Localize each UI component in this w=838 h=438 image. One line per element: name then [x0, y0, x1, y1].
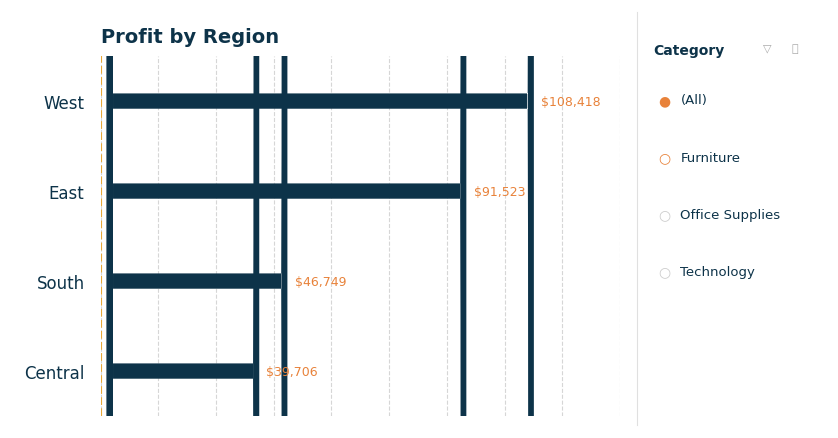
Text: $91,523: $91,523	[473, 185, 525, 198]
Text: Technology: Technology	[680, 265, 755, 278]
Text: Furniture: Furniture	[680, 151, 741, 164]
FancyBboxPatch shape	[106, 0, 534, 438]
Text: ○: ○	[658, 151, 670, 165]
Text: $46,749: $46,749	[295, 275, 346, 288]
Text: ○: ○	[658, 208, 670, 222]
FancyBboxPatch shape	[106, 0, 466, 438]
Text: $108,418: $108,418	[541, 95, 601, 108]
Text: ●: ●	[658, 94, 670, 108]
Text: Category: Category	[654, 44, 725, 58]
Text: $39,706: $39,706	[266, 365, 318, 378]
Text: ○: ○	[658, 265, 670, 279]
Text: (All): (All)	[680, 94, 707, 107]
Text: ▽: ▽	[763, 44, 771, 54]
Text: Profit by Region: Profit by Region	[101, 28, 279, 47]
FancyBboxPatch shape	[106, 0, 259, 438]
Text: ⌕: ⌕	[792, 44, 799, 54]
Text: Office Supplies: Office Supplies	[680, 208, 780, 221]
FancyBboxPatch shape	[106, 0, 287, 438]
